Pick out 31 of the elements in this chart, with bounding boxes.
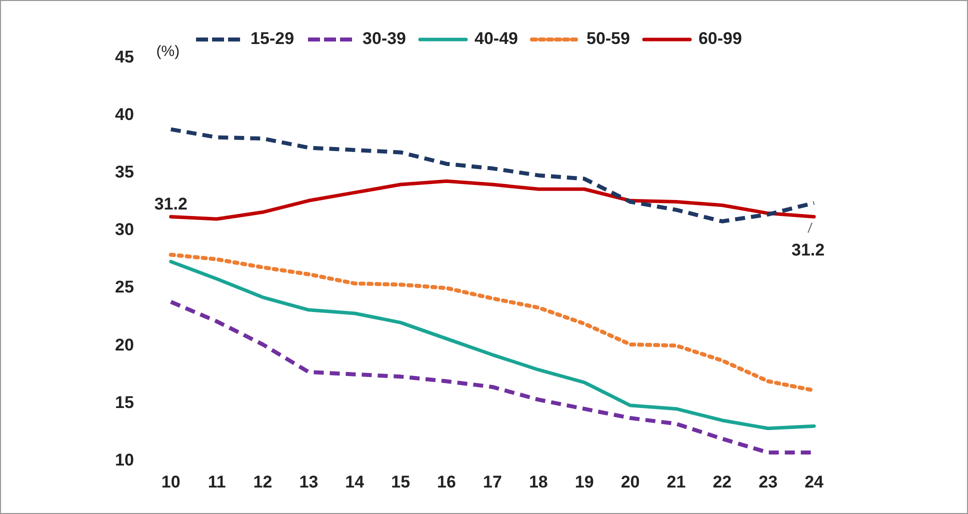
y-tick-label: 45 (114, 48, 134, 67)
legend-label: 15-29 (250, 29, 294, 48)
x-tick-label: 18 (528, 472, 548, 492)
x-tick-label: 14 (345, 472, 365, 492)
x-tick-label: 15 (391, 472, 410, 492)
x-tick-label: 12 (253, 472, 272, 492)
y-axis-title: (%) (156, 43, 180, 60)
x-tick-label: 10 (161, 472, 180, 492)
x-tick-label: 21 (666, 472, 686, 492)
x-tick-label: 24 (804, 472, 824, 492)
x-tick-label: 23 (758, 472, 778, 492)
y-tick-label: 35 (114, 162, 134, 182)
x-tick-label: 13 (299, 472, 318, 492)
annotation: 31.2 (154, 194, 188, 214)
x-tick-label: 16 (437, 472, 456, 492)
y-tick-label: 40 (114, 105, 134, 124)
legend-label: 40-49 (474, 29, 518, 48)
y-tick-label: 25 (114, 278, 134, 297)
legend-label: 50-59 (586, 29, 630, 48)
y-tick-label: 10 (114, 450, 134, 470)
annotation: 31.2 (791, 240, 825, 260)
y-tick-label: 20 (114, 335, 134, 354)
x-tick-label: 19 (574, 472, 594, 492)
y-tick-label: 30 (114, 220, 134, 240)
x-tick-label: 20 (620, 472, 640, 492)
x-tick-label: 17 (482, 472, 502, 492)
legend-label: 60-99 (698, 29, 742, 48)
legend-label: 30-39 (362, 29, 406, 48)
y-tick-label: 15 (114, 392, 134, 412)
x-tick-label: 11 (208, 472, 226, 492)
x-tick-label: 22 (712, 472, 732, 492)
